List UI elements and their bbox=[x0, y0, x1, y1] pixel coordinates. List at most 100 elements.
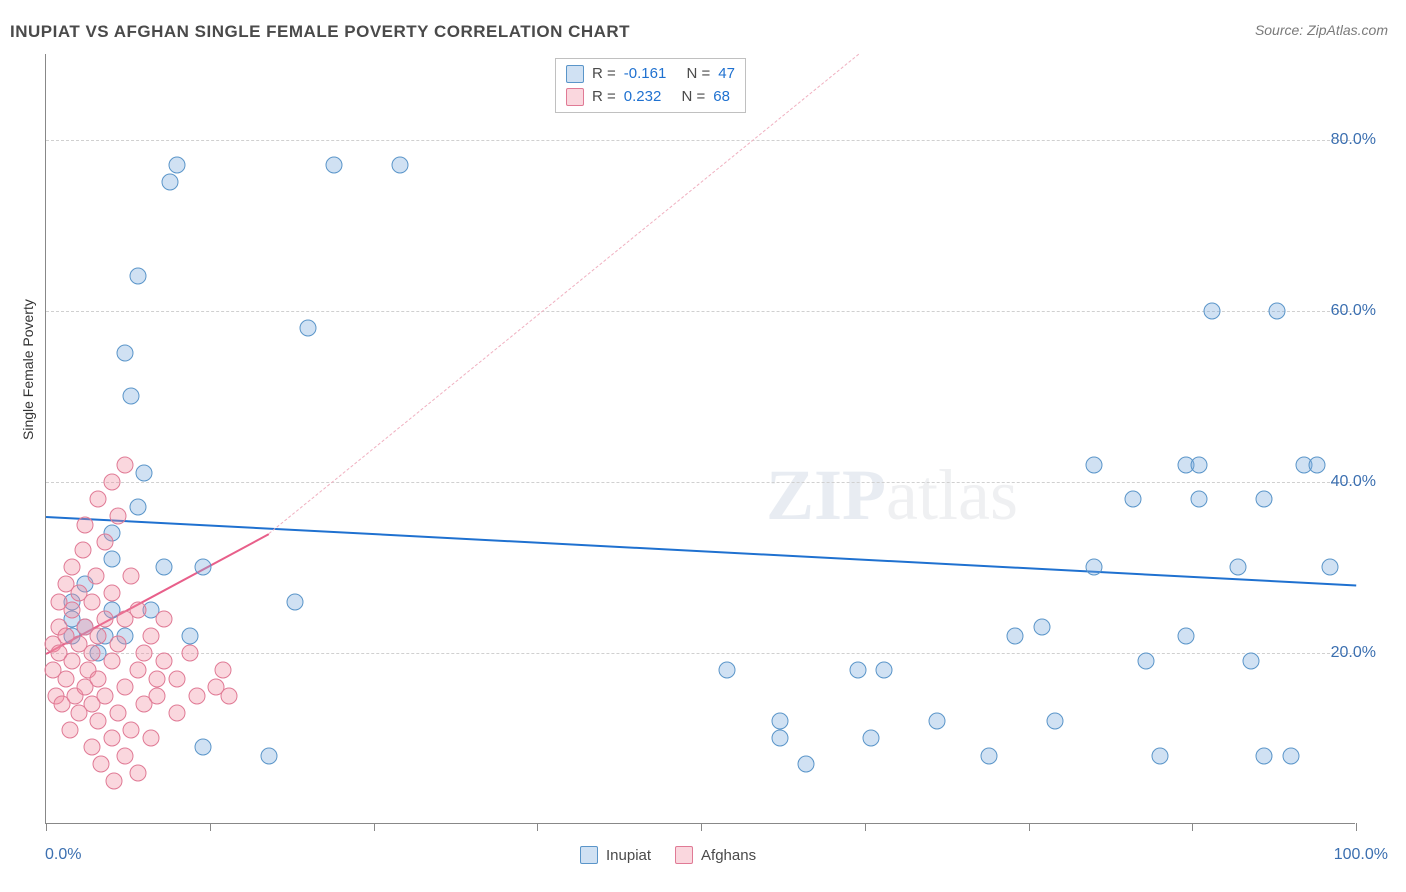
plot-area: ZIPatlas bbox=[45, 54, 1355, 824]
data-point bbox=[182, 644, 199, 661]
data-point bbox=[1086, 559, 1103, 576]
data-point bbox=[286, 593, 303, 610]
data-point bbox=[116, 345, 133, 362]
data-point bbox=[221, 687, 238, 704]
data-point bbox=[195, 559, 212, 576]
data-point bbox=[90, 627, 107, 644]
data-point bbox=[771, 713, 788, 730]
gridline-h bbox=[46, 653, 1355, 654]
data-point bbox=[1125, 490, 1142, 507]
x-tick bbox=[1356, 823, 1357, 831]
data-point bbox=[149, 670, 166, 687]
data-point bbox=[103, 653, 120, 670]
data-point bbox=[90, 490, 107, 507]
x-tick bbox=[210, 823, 211, 831]
data-point bbox=[123, 721, 140, 738]
data-point bbox=[195, 739, 212, 756]
gridline-h bbox=[46, 482, 1355, 483]
data-point bbox=[142, 627, 159, 644]
data-point bbox=[110, 508, 127, 525]
data-point bbox=[136, 644, 153, 661]
x-tick bbox=[1029, 823, 1030, 831]
data-point bbox=[103, 730, 120, 747]
data-point bbox=[96, 533, 113, 550]
data-point bbox=[1230, 559, 1247, 576]
data-point bbox=[1321, 559, 1338, 576]
data-point bbox=[142, 730, 159, 747]
chart-title: INUPIAT VS AFGHAN SINGLE FEMALE POVERTY … bbox=[10, 22, 630, 42]
data-point bbox=[129, 268, 146, 285]
data-point bbox=[300, 319, 317, 336]
data-point bbox=[1033, 619, 1050, 636]
data-point bbox=[96, 687, 113, 704]
swatch-blue-icon bbox=[580, 846, 598, 864]
data-point bbox=[188, 687, 205, 704]
data-point bbox=[771, 730, 788, 747]
y-tick-label: 40.0% bbox=[1331, 473, 1376, 491]
data-point bbox=[90, 713, 107, 730]
r-value-inupiat: -0.161 bbox=[624, 63, 667, 86]
data-point bbox=[1190, 490, 1207, 507]
legend-series: Inupiat Afghans bbox=[580, 846, 756, 864]
data-point bbox=[57, 670, 74, 687]
x-tick bbox=[46, 823, 47, 831]
x-tick bbox=[1192, 823, 1193, 831]
data-point bbox=[797, 756, 814, 773]
swatch-blue bbox=[566, 65, 584, 83]
swatch-pink-icon bbox=[675, 846, 693, 864]
legend-item-inupiat: Inupiat bbox=[580, 846, 651, 864]
watermark: ZIPatlas bbox=[766, 454, 1018, 537]
data-point bbox=[1282, 747, 1299, 764]
data-point bbox=[61, 721, 78, 738]
swatch-pink bbox=[566, 88, 584, 106]
data-point bbox=[1243, 653, 1260, 670]
n-value-inupiat: 47 bbox=[718, 63, 735, 86]
source-attribution: Source: ZipAtlas.com bbox=[1255, 22, 1388, 38]
x-tick-left: 0.0% bbox=[45, 846, 81, 864]
data-point bbox=[129, 662, 146, 679]
data-point bbox=[83, 739, 100, 756]
data-point bbox=[391, 157, 408, 174]
x-tick bbox=[537, 823, 538, 831]
data-point bbox=[103, 473, 120, 490]
data-point bbox=[129, 499, 146, 516]
trend-line bbox=[46, 516, 1356, 586]
data-point bbox=[93, 756, 110, 773]
data-point bbox=[155, 610, 172, 627]
data-point bbox=[129, 764, 146, 781]
data-point bbox=[169, 157, 186, 174]
x-tick bbox=[374, 823, 375, 831]
data-point bbox=[1256, 747, 1273, 764]
data-point bbox=[155, 559, 172, 576]
data-point bbox=[149, 687, 166, 704]
x-tick bbox=[701, 823, 702, 831]
data-point bbox=[64, 559, 81, 576]
data-point bbox=[719, 662, 736, 679]
data-point bbox=[129, 602, 146, 619]
data-point bbox=[83, 593, 100, 610]
data-point bbox=[103, 550, 120, 567]
data-point bbox=[106, 773, 123, 790]
data-point bbox=[326, 157, 343, 174]
data-point bbox=[182, 627, 199, 644]
data-point bbox=[850, 662, 867, 679]
data-point bbox=[123, 567, 140, 584]
data-point bbox=[169, 670, 186, 687]
data-point bbox=[74, 542, 91, 559]
data-point bbox=[96, 610, 113, 627]
data-point bbox=[1269, 302, 1286, 319]
data-point bbox=[116, 679, 133, 696]
gridline-h bbox=[46, 140, 1355, 141]
data-point bbox=[77, 516, 94, 533]
data-point bbox=[123, 388, 140, 405]
data-point bbox=[103, 585, 120, 602]
chart-container: INUPIAT VS AFGHAN SINGLE FEMALE POVERTY … bbox=[0, 0, 1406, 892]
data-point bbox=[1151, 747, 1168, 764]
data-point bbox=[981, 747, 998, 764]
trend-line bbox=[268, 54, 858, 534]
data-point bbox=[1086, 456, 1103, 473]
x-tick bbox=[865, 823, 866, 831]
data-point bbox=[214, 662, 231, 679]
data-point bbox=[90, 670, 107, 687]
y-tick-label: 80.0% bbox=[1331, 131, 1376, 149]
